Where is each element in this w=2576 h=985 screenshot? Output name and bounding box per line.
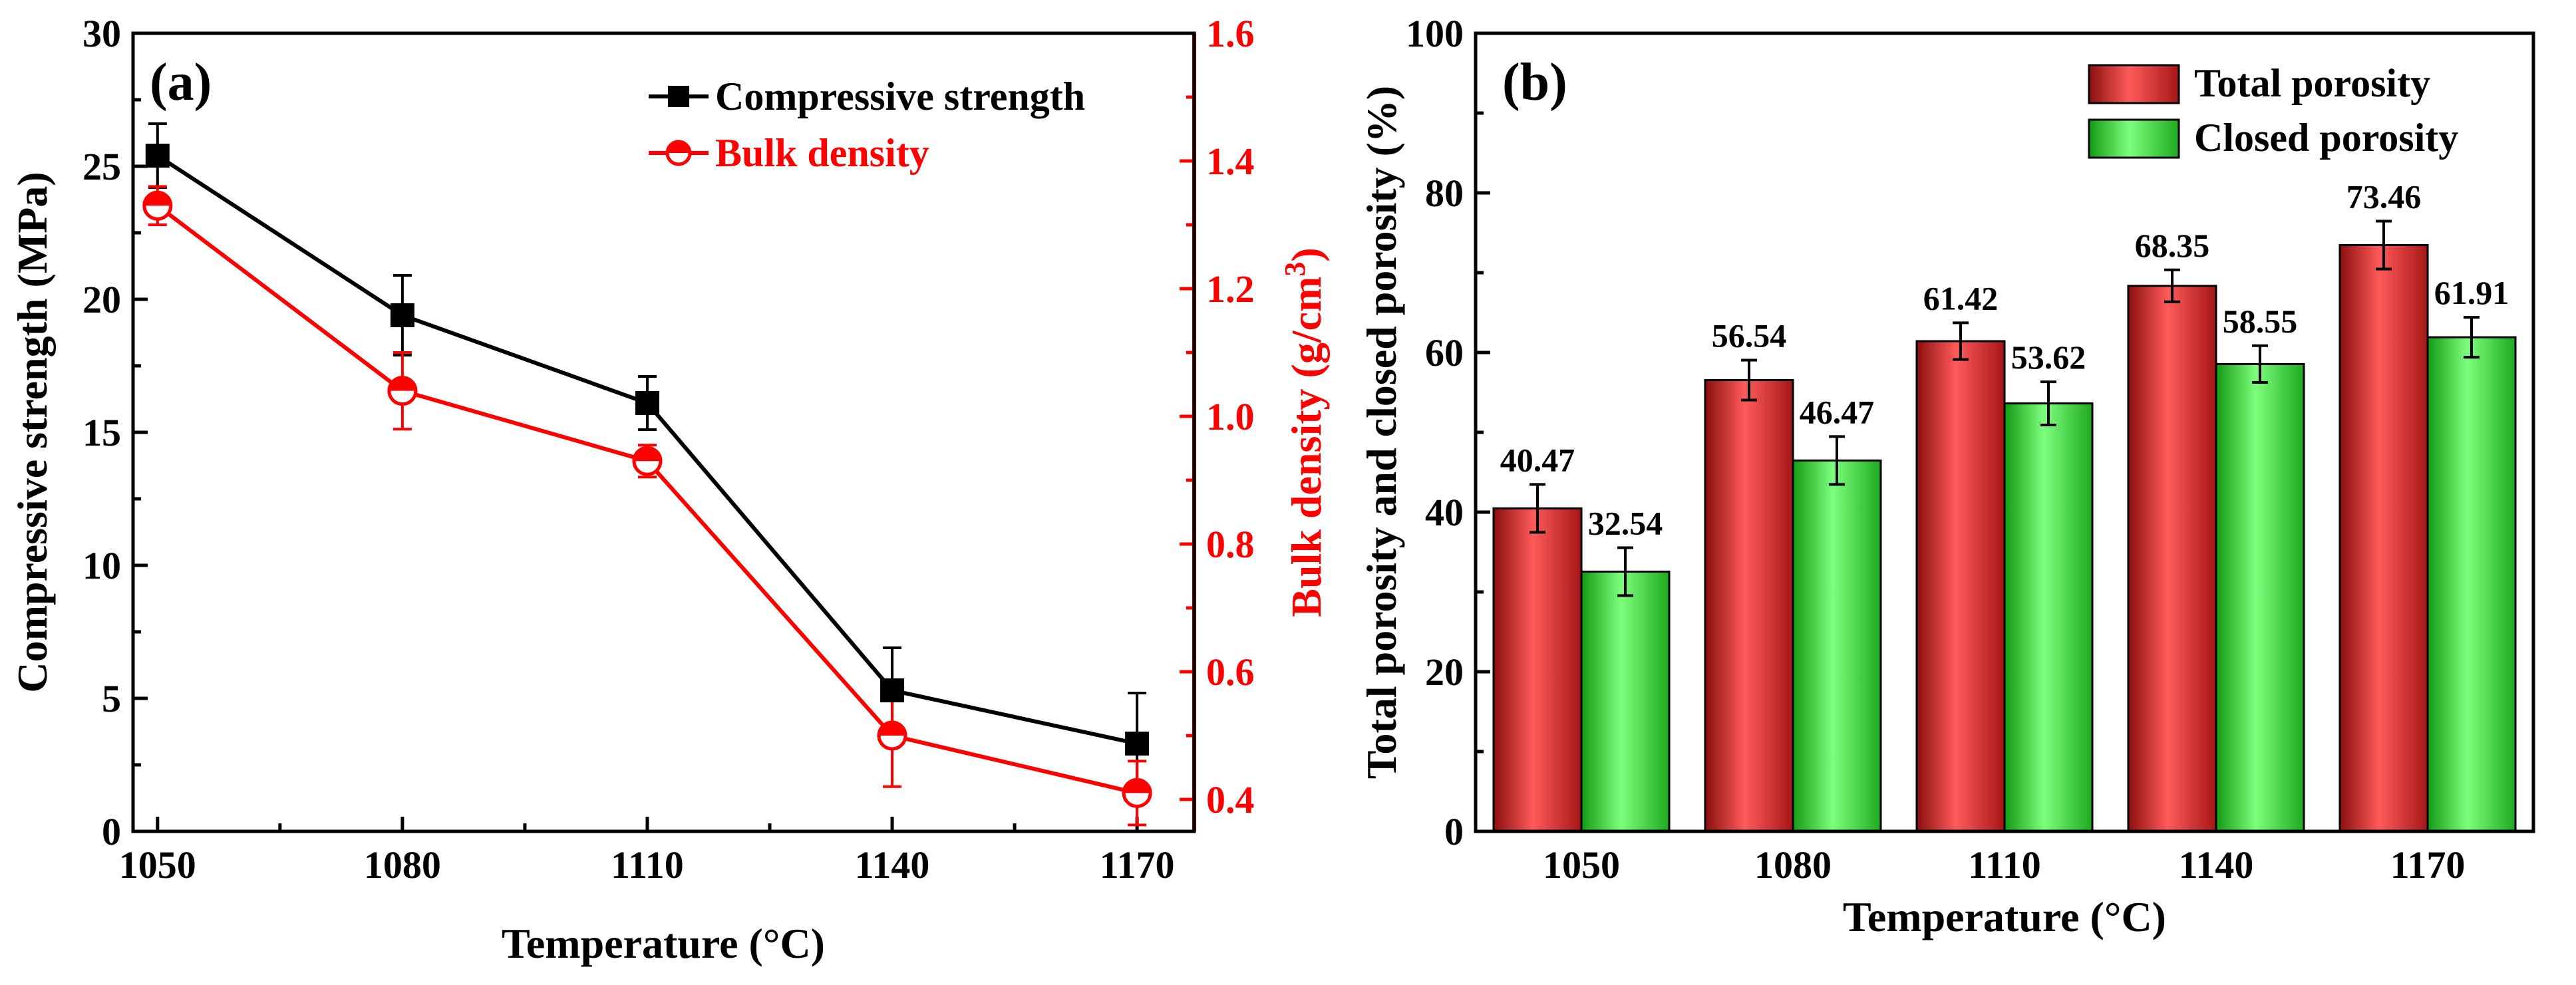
right-axis-title-superscript: 3	[1279, 262, 1311, 277]
panel-b-label: (b)	[1502, 53, 1567, 112]
right-y-tick-label: 0.6	[1206, 650, 1255, 694]
left-y-tick-label: 30	[82, 12, 121, 55]
panel-a-legend: Compressive strength Bulk density	[649, 74, 1085, 175]
data-point-half-circle	[877, 720, 907, 751]
panel-a-label: (a)	[150, 53, 212, 112]
bar-value-label: 61.91	[2434, 274, 2509, 311]
data-point-square	[390, 303, 414, 327]
b-y-tick-label: 60	[1425, 331, 1464, 374]
bar-value-label: 40.47	[1500, 441, 1575, 478]
data-point-square	[1125, 732, 1150, 756]
b-x-tick-label: 1170	[2390, 843, 2466, 887]
bar-value-label: 56.54	[1712, 317, 1787, 354]
bar-value-label: 58.55	[2223, 303, 2298, 340]
bar-closed-porosity	[2215, 362, 2305, 833]
x-tick-label: 1170	[1100, 843, 1175, 887]
bar-value-label: 53.62	[2011, 339, 2086, 376]
bar-total-porosity	[1704, 379, 1794, 833]
x-tick-label: 1140	[855, 843, 930, 887]
panel-a-x-axis-title: Temperature (°C)	[502, 920, 825, 967]
b-x-tick-label: 1050	[1543, 843, 1620, 887]
data-point-half-circle	[142, 190, 173, 221]
b-x-tick-label: 1140	[2179, 843, 2254, 887]
legend-swatch-total	[2088, 64, 2180, 104]
bar-closed-porosity	[2003, 402, 2094, 833]
bar-value-label: 46.47	[1800, 393, 1875, 430]
legend-label-closed: Closed porosity	[2194, 116, 2458, 160]
panel-a-left-axis-title: Compressive strength (MPa)	[9, 172, 56, 692]
bar-value-label: 32.54	[1588, 505, 1663, 542]
legend-marker-half	[667, 142, 690, 153]
x-tick-label: 1080	[364, 843, 441, 887]
right-y-tick-label: 0.8	[1206, 523, 1255, 566]
b-x-tick-label: 1080	[1754, 843, 1832, 887]
panel-a-right-axis-title: Bulk density (g/cm3)	[1279, 247, 1330, 617]
bar-value-label: 61.42	[1923, 279, 1999, 317]
panel-b-plot-frame	[1474, 31, 2535, 833]
data-point-square	[145, 144, 170, 168]
left-y-tick-label: 10	[82, 544, 121, 587]
panel-a-line-chart: 0 5 10 15 20 25 30 0.4 0.6 0.8 1.0 1.2 1.4 1.6 1050 1…	[9, 12, 1330, 967]
data-point-half-circle	[387, 376, 418, 406]
right-y-tick-label: 1.2	[1206, 267, 1255, 311]
left-y-tick-label: 15	[82, 411, 121, 454]
panel-a-plot-frame	[131, 31, 1196, 833]
right-y-tick-label: 1.4	[1206, 140, 1255, 183]
bar-total-porosity	[2127, 285, 2217, 833]
right-y-tick-label: 1.0	[1206, 395, 1255, 438]
b-y-tick-label: 40	[1425, 491, 1464, 534]
data-point-square	[880, 678, 905, 702]
legend-swatch-closed	[2088, 118, 2180, 159]
legend-label-total: Total porosity	[2194, 61, 2430, 105]
series-line-density	[156, 204, 1138, 795]
left-y-tick-label: 0	[102, 810, 121, 853]
data-point-half-circle	[632, 446, 663, 476]
left-y-tick-label: 25	[82, 145, 121, 188]
panel-b-y-axis-title: Total porosity and closed porosity (%)	[1358, 86, 1405, 779]
right-y-tick-label: 1.6	[1206, 12, 1255, 55]
legend-label-compressive: Compressive strength	[715, 74, 1085, 118]
panel-b-bar-chart: 0 20 40 60 80 100 1050 1080 1110 1140 1170 40.47 3…	[1358, 12, 2535, 940]
data-point-half-circle	[1122, 777, 1152, 808]
left-y-tick-label: 5	[102, 677, 121, 720]
right-axis-title-main: Bulk density (g/cm	[1283, 277, 1330, 617]
b-y-tick-label: 80	[1425, 172, 1464, 215]
b-y-tick-label: 20	[1425, 650, 1464, 694]
bar-total-porosity	[1915, 340, 2006, 833]
bar-value-label: 68.35	[2135, 227, 2210, 264]
legend-label-density: Bulk density	[715, 131, 929, 175]
x-tick-label: 1110	[611, 843, 684, 887]
bar-value-label: 73.46	[2346, 178, 2422, 215]
bar-closed-porosity	[1580, 571, 1671, 833]
bar-total-porosity	[1492, 507, 1583, 833]
b-y-tick-label: 100	[1406, 12, 1464, 55]
legend-marker-square	[668, 86, 689, 107]
b-y-tick-label: 0	[1444, 810, 1464, 853]
right-axis-title-close: )	[1283, 247, 1330, 261]
right-y-tick-label: 0.4	[1206, 778, 1255, 821]
left-y-tick-label: 20	[82, 278, 121, 321]
bar-total-porosity	[2338, 243, 2429, 833]
x-tick-label: 1050	[119, 843, 196, 887]
data-point-square	[635, 391, 659, 415]
panel-b-legend: Total porosity Closed porosity	[2088, 61, 2458, 160]
bar-closed-porosity	[2426, 336, 2517, 833]
bar-closed-porosity	[1792, 459, 1882, 833]
b-x-tick-label: 1110	[1968, 843, 2041, 887]
panel-b-x-axis-title: Temperature (°C)	[1843, 893, 2166, 940]
